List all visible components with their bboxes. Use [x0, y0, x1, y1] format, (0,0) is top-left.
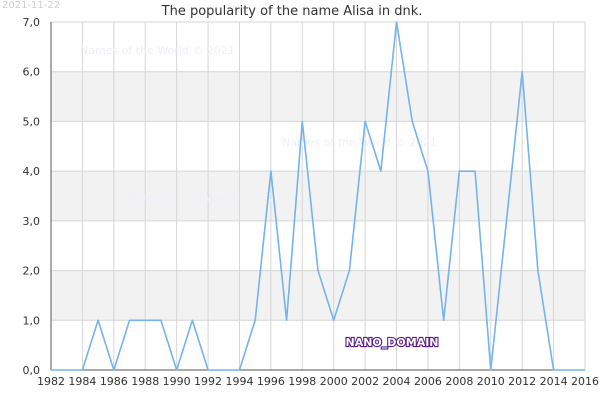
y-tick-label: 1,0 [23, 314, 41, 327]
x-tick-label: 1986 [100, 375, 128, 388]
x-tick-label: 1990 [163, 375, 191, 388]
y-tick-label: 3,0 [23, 215, 41, 228]
chart-title: The popularity of the name Alisa in dnk. [161, 4, 423, 19]
alternating-bands [51, 71, 585, 321]
x-tick-label: 1998 [288, 375, 316, 388]
band [51, 71, 585, 122]
x-tick-label: 1992 [194, 375, 222, 388]
x-tick-label: 2002 [351, 375, 379, 388]
watermark: Names of the World © 2021 [80, 44, 235, 57]
x-tick-label: 2000 [320, 375, 348, 388]
y-tick-label: 6,0 [23, 66, 41, 79]
x-tick-label: 2012 [508, 375, 536, 388]
date-stamp: 2021-11-22 [2, 0, 60, 11]
watermark: Names of the World © 2021 [128, 191, 283, 204]
y-tick-label: 0,0 [23, 364, 41, 377]
y-tick-label: 2,0 [23, 265, 41, 278]
x-tick-label: 2004 [383, 375, 411, 388]
watermarks: Names of the World © 2021 Names of the W… [80, 44, 437, 204]
x-tick-label: 2008 [445, 375, 473, 388]
y-tick-label: 5,0 [23, 115, 41, 128]
x-tick-label: 1988 [131, 375, 159, 388]
y-tick-label: 7,0 [23, 16, 41, 29]
x-tick-label: 1982 [37, 375, 65, 388]
series-line [51, 21, 585, 371]
y-tick-label: 4,0 [23, 165, 41, 178]
y-tick-labels: 0,0 1,0 2,0 3,0 4,0 5,0 6,0 7,0 [23, 16, 41, 377]
domain-badge: NANO_DOMAIN [345, 336, 438, 349]
x-tick-labels: 1982 1984 1986 1988 1990 1992 1994 1996 1998 2000… [37, 375, 599, 388]
axes [50, 22, 585, 371]
series-layer [51, 21, 585, 371]
x-tick-label: 2016 [571, 375, 599, 388]
x-tick-label: 1996 [257, 375, 285, 388]
watermark: Names of the World © 2021 [282, 136, 437, 149]
band [51, 270, 585, 321]
x-tick-label: 2010 [477, 375, 505, 388]
x-tick-label: 2006 [414, 375, 442, 388]
x-tick-label: 1984 [68, 375, 96, 388]
band [51, 171, 585, 221]
x-tick-label: 1994 [225, 375, 253, 388]
x-tick-label: 2014 [540, 375, 568, 388]
